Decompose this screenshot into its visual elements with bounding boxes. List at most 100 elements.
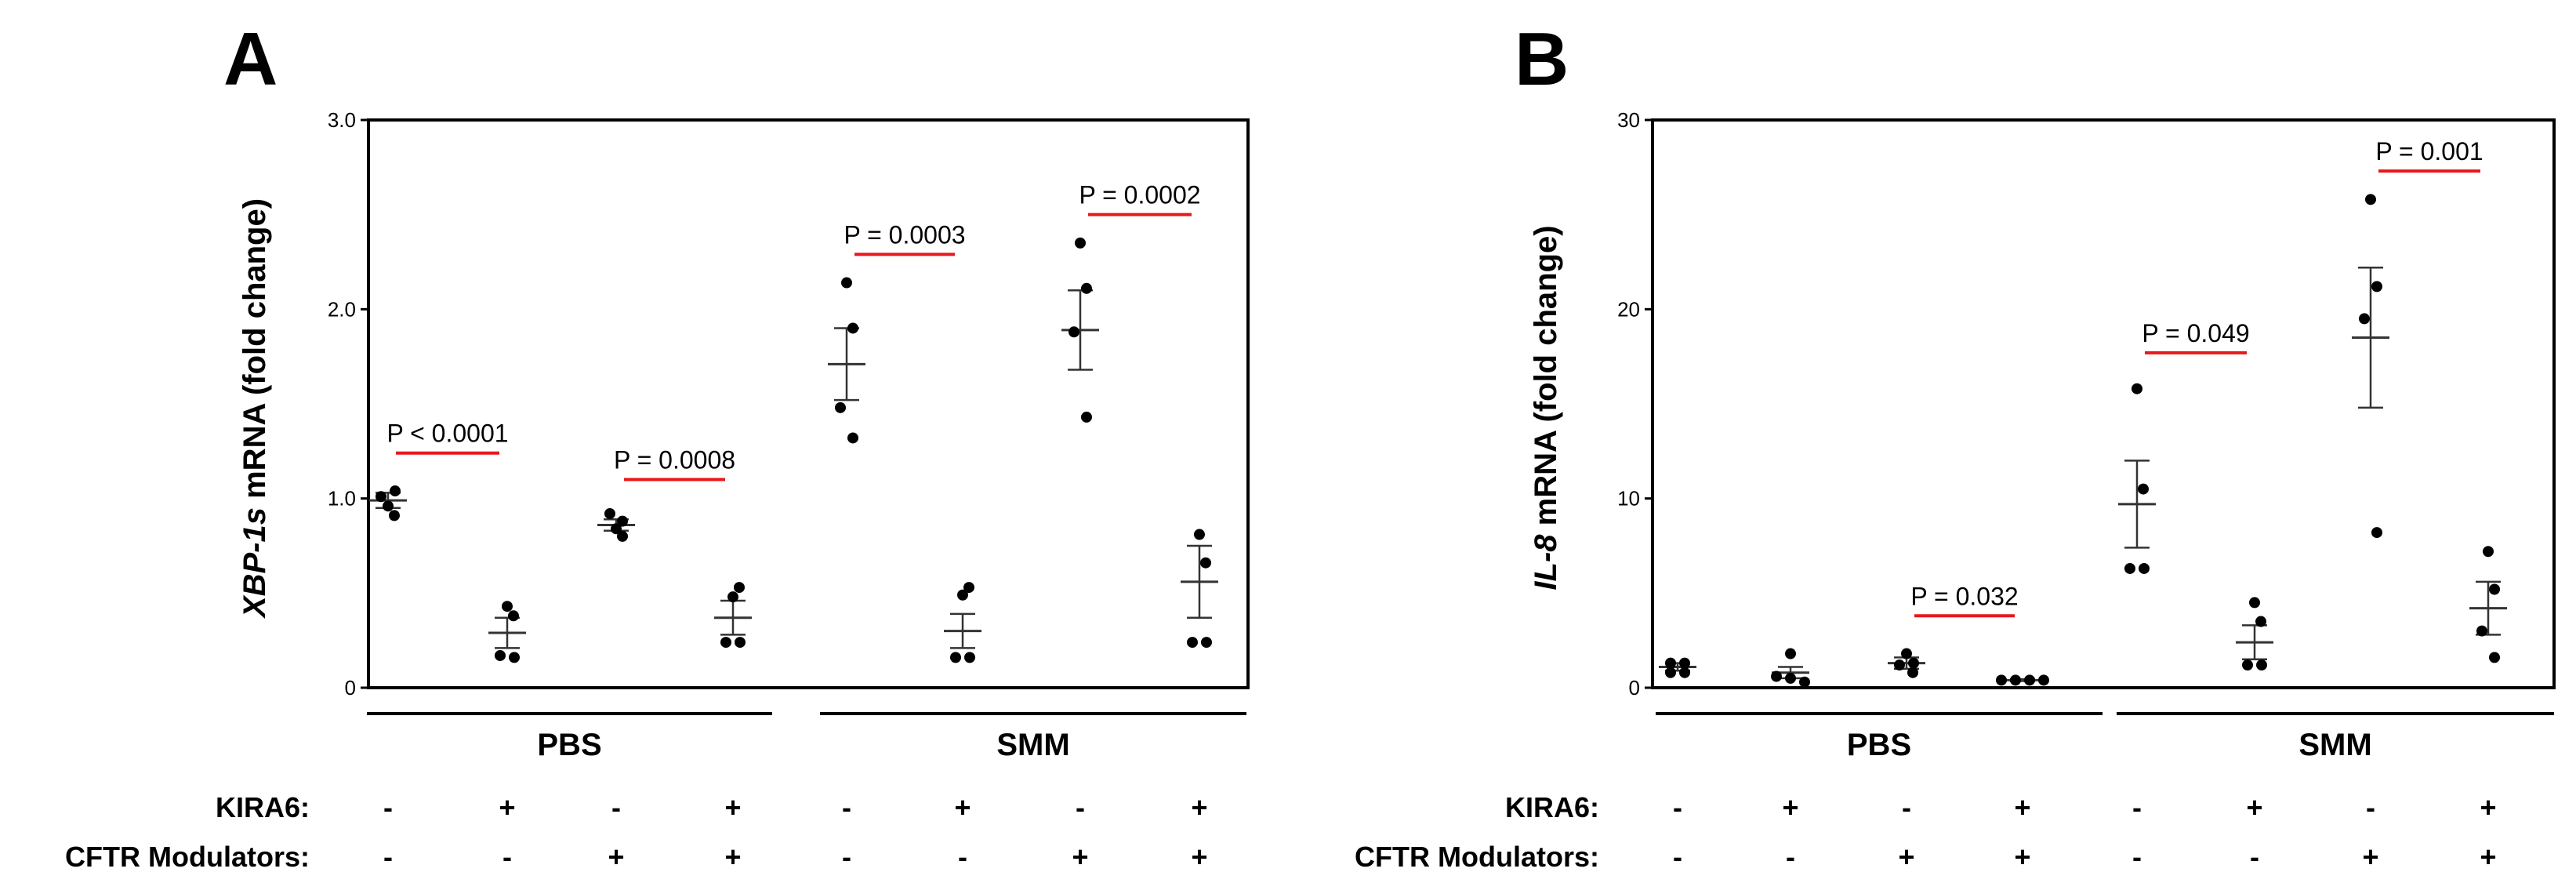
panel-a-data-point	[495, 649, 506, 661]
panel-b-data-point	[2132, 383, 2142, 394]
panel-a-data-point	[964, 652, 975, 663]
panel-a-ytick-label: 2.0	[328, 297, 356, 321]
panel-b-data-point	[2476, 625, 2487, 637]
panel-b-kira6-sign: +	[2480, 791, 2496, 823]
panel-b-data-point	[1771, 670, 1782, 682]
panel-a-data-point	[383, 500, 394, 512]
panel-b-ytick-label: 10	[1617, 487, 1640, 511]
panel-b-data-point	[2371, 281, 2382, 293]
panel-a-data-point	[1194, 529, 1205, 540]
panel-a-data-point	[734, 582, 745, 594]
panel-b-kira6-row-label: KIRA6:	[1505, 791, 1599, 823]
panel-a-data-point	[841, 277, 852, 289]
panel-b-ytick-label: 30	[1617, 108, 1640, 132]
panel-a-kira6-sign: -	[383, 791, 393, 823]
panel-b-kira6-sign: -	[1902, 791, 1911, 823]
panel-b-kira6-sign: +	[2246, 791, 2262, 823]
panel-b-cftr-sign: -	[2132, 841, 2142, 873]
panel-b-pvalue-label: P = 0.049	[2142, 319, 2249, 347]
panel-a-kira6-sign: -	[1076, 791, 1085, 823]
panel-b-data-point	[2010, 674, 2021, 686]
panel-b-cftr-sign: -	[2250, 841, 2259, 873]
panel-b-ylabel-gene: IL-8	[1529, 534, 1563, 590]
panel-b-data-point	[2124, 562, 2135, 574]
panel-a-data-point	[950, 652, 961, 663]
panel-b-data-point	[1665, 667, 1676, 678]
panel-a-cftr-sign: -	[842, 841, 851, 873]
panel-a-ylabel-unit: mRNA (fold change)	[238, 198, 272, 507]
panel-a-kira6-sign: -	[842, 791, 851, 823]
panel-b-data-point	[1894, 660, 1905, 671]
panel-a-data-point	[611, 523, 622, 535]
panel-b-group-label: SMM	[2298, 728, 2371, 762]
panel-b-data-point	[2139, 562, 2150, 574]
panel-b-ytick-label: 0	[1629, 676, 1640, 699]
panel-a-ytick-label: 1.0	[328, 487, 356, 511]
panel-a-data-point	[604, 507, 615, 519]
panel-b-data-point	[2038, 674, 2049, 686]
panel-b-letter: B	[1515, 17, 1569, 101]
panel-b-data-point	[1907, 667, 1918, 678]
panel-b-data-point	[1679, 667, 1690, 678]
panel-a-data-point	[508, 610, 519, 622]
panel-a-kira6-sign: +	[954, 791, 971, 823]
panel-a-cftr-sign: +	[724, 841, 741, 873]
panel-a-data-point	[963, 582, 974, 594]
panel-a-data-point	[389, 510, 400, 521]
panel-b-ytick-label: 20	[1617, 297, 1640, 321]
panel-a-pvalue-label: P = 0.0003	[844, 220, 965, 249]
panel-b-data-point	[2489, 583, 2500, 595]
panel-b-data-point	[1901, 648, 1912, 660]
panel-b-kira6-sign: -	[2366, 791, 2375, 823]
panel-a-data-point	[1068, 326, 1079, 338]
panel-b-data-point	[2365, 194, 2376, 205]
panel-a-kira6-sign: -	[611, 791, 621, 823]
panel-a-plot-frame	[367, 118, 1250, 689]
panel-b-data-point	[2489, 652, 2500, 663]
panel-a-data-point	[720, 637, 731, 649]
panel-a-group-label: SMM	[996, 728, 1069, 762]
panel-a-data-point	[957, 589, 968, 601]
panel-b-data-point	[1785, 672, 1796, 684]
panel-a-cftr-sign: +	[1191, 841, 1207, 873]
panel-b-kira6-sign: -	[1673, 791, 1682, 823]
panel-b-cftr-sign: +	[2362, 841, 2378, 873]
panel-b-data-point	[1785, 648, 1796, 660]
panel-b-kira6-sign: -	[2132, 791, 2142, 823]
panel-a-data-point	[1081, 282, 1092, 294]
panel-b-cftr-sign: +	[1898, 841, 1914, 873]
panel-b-data-point	[2138, 483, 2149, 495]
panel-a-data-point	[390, 485, 401, 497]
panel-a-pvalue-label: P = 0.0002	[1079, 181, 1200, 209]
panel-a-data-point	[502, 601, 513, 612]
panel-a-data-point	[735, 637, 746, 649]
panel-b-cftr-sign: -	[1786, 841, 1795, 873]
panel-a-data-point	[727, 591, 738, 603]
panel-a-data-point	[835, 402, 846, 413]
panel-a-ylabel-gene: XBP-1s	[238, 507, 272, 619]
panel-b-data-point	[2256, 660, 2267, 671]
panel-b-data-point	[1799, 676, 1810, 688]
panel-b-group-label: PBS	[1847, 728, 1911, 762]
panel-a-data-point	[847, 432, 858, 444]
panel-a-data-point	[1081, 411, 1092, 423]
panel-a-ytick-label: 0	[345, 676, 356, 699]
panel-a-cftr-sign: -	[383, 841, 393, 873]
panel-b-data-point	[2249, 597, 2260, 609]
panel-b-plot-frame	[1651, 118, 2556, 689]
panel-b-data-point	[1679, 657, 1690, 669]
panel-a-ytick-label: 3.0	[328, 108, 356, 132]
panel-a-cftr-sign: -	[958, 841, 967, 873]
panel-b-kira6-sign: +	[1782, 791, 1798, 823]
panel-a-kira6-row-label: KIRA6:	[216, 791, 310, 823]
panel-b-data-point	[1996, 674, 2007, 686]
panel-a-data-point	[1200, 557, 1211, 569]
panel-a-data-point	[617, 515, 628, 527]
panel-b-kira6-sign: +	[2014, 791, 2030, 823]
panel-b-pvalue-label: P = 0.032	[1910, 582, 2018, 610]
panel-b-data-point	[2371, 527, 2382, 539]
panel-a-letter: A	[223, 17, 278, 101]
panel-a-data-point	[1187, 637, 1198, 649]
panel-b-ylabel: IL-8 mRNA (fold change)	[1529, 225, 1563, 590]
